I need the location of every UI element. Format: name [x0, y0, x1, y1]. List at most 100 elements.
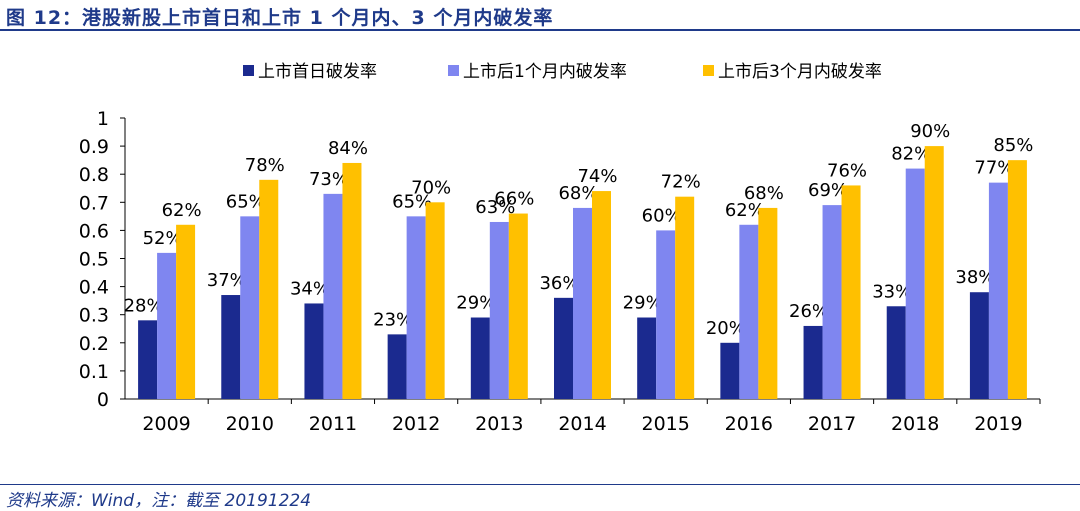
- bar: [323, 193, 343, 399]
- x-tick-label: 2012: [392, 413, 440, 435]
- y-tick-label: 0.9: [79, 136, 109, 158]
- x-tick-label: 2018: [891, 413, 939, 435]
- data-label: 66%: [494, 189, 534, 210]
- bar: [803, 325, 823, 399]
- bar: [822, 205, 842, 399]
- data-label: 65%: [226, 191, 266, 212]
- legend-swatch: [243, 65, 254, 76]
- data-label: 33%: [872, 281, 912, 302]
- data-label: 77%: [974, 158, 1014, 179]
- data-label: 85%: [993, 135, 1033, 156]
- bar: [138, 320, 158, 399]
- x-tick-label: 2019: [974, 413, 1022, 435]
- data-label: 38%: [955, 267, 995, 288]
- y-tick-label: 0.6: [79, 220, 109, 242]
- data-label: 36%: [539, 273, 579, 294]
- bar: [157, 252, 177, 399]
- y-tick-label: 0.1: [79, 361, 109, 383]
- bar: [554, 297, 573, 399]
- data-label: 29%: [456, 293, 496, 314]
- x-tick-label: 2016: [725, 413, 773, 435]
- legend-label: 上市后1个月内破发率: [463, 62, 627, 82]
- data-label: 70%: [411, 177, 451, 198]
- figure-title: 图 12：港股新股上市首日和上市 1 个月内、3 个月内破发率: [6, 7, 554, 29]
- bar: [304, 303, 324, 399]
- bar: [425, 202, 445, 399]
- bar: [489, 221, 509, 399]
- bar: [342, 162, 362, 399]
- bar: [176, 224, 196, 399]
- bar: [905, 168, 925, 399]
- bar-chart: 0 0.1 0.2 0.3 0.4 0.5 0.6 0.7 0.8 0.9 1 2009 28% 52% 6…: [79, 62, 1041, 435]
- legend-label: 上市首日破发率: [258, 62, 377, 82]
- data-label: 78%: [245, 155, 285, 176]
- data-label: 84%: [328, 138, 368, 159]
- bar: [739, 224, 759, 399]
- data-label: 20%: [706, 318, 746, 339]
- y-tick-label: 0.5: [79, 249, 109, 271]
- bar: [988, 182, 1008, 399]
- bar: [259, 179, 279, 399]
- data-label: 29%: [623, 293, 663, 314]
- data-label: 73%: [309, 169, 349, 190]
- bar: [592, 191, 611, 399]
- data-label: 74%: [577, 166, 617, 187]
- data-label: 76%: [827, 160, 867, 181]
- bar: [406, 216, 426, 399]
- bar: [924, 146, 944, 399]
- data-label: 60%: [642, 205, 682, 226]
- bar: [656, 230, 676, 399]
- x-tick-label: 2009: [142, 413, 190, 435]
- bar: [387, 334, 407, 399]
- data-label: 65%: [392, 191, 432, 212]
- bar: [573, 207, 592, 399]
- data-label: 37%: [207, 270, 247, 291]
- x-tick-label: 2015: [642, 413, 690, 435]
- data-label: 82%: [891, 144, 931, 165]
- bar: [675, 196, 695, 399]
- bar: [470, 317, 490, 399]
- data-label: 72%: [661, 172, 701, 193]
- y-tick-label: 0.8: [79, 164, 109, 186]
- data-label: 34%: [290, 278, 330, 299]
- data-label: 63%: [475, 197, 515, 218]
- y-tick-label: 0.2: [79, 333, 109, 355]
- y-tick-label: 0.7: [79, 192, 109, 214]
- y-tick-label: 0.4: [79, 277, 109, 299]
- data-label: 62%: [725, 200, 765, 221]
- data-label: 68%: [744, 183, 784, 204]
- bar: [1007, 160, 1027, 399]
- bar: [886, 306, 906, 399]
- data-label: 68%: [558, 183, 598, 204]
- x-tick-label: 2017: [808, 413, 856, 435]
- data-label: 28%: [124, 295, 164, 316]
- x-tick-label: 2014: [558, 413, 606, 435]
- y-tick-label: 1: [97, 108, 109, 130]
- legend-label: 上市后3个月内破发率: [718, 62, 882, 82]
- legend-swatch: [448, 65, 459, 76]
- bar: [508, 213, 528, 399]
- data-label: 26%: [789, 301, 829, 322]
- bar: [841, 185, 861, 399]
- x-tick-label: 2013: [475, 413, 523, 435]
- header-divider: [0, 29, 1080, 31]
- y-tick-label: 0.3: [79, 305, 109, 327]
- data-label: 62%: [162, 200, 202, 221]
- bar: [969, 292, 989, 399]
- x-tick-label: 2011: [309, 413, 357, 435]
- data-label: 90%: [910, 121, 950, 142]
- footer-divider: [0, 484, 1080, 485]
- data-label: 23%: [373, 309, 413, 330]
- figure-header: 图 12：港股新股上市首日和上市 1 个月内、3 个月内破发率: [0, 0, 1080, 31]
- data-label: 69%: [808, 180, 848, 201]
- bar: [637, 317, 657, 399]
- bar: [720, 342, 740, 399]
- bar: [221, 295, 241, 399]
- data-label: 52%: [143, 228, 183, 249]
- bar: [758, 207, 778, 399]
- bar: [240, 216, 260, 399]
- x-tick-label: 2010: [226, 413, 274, 435]
- legend-swatch: [703, 65, 714, 76]
- source-note: 资料来源：Wind，注：截至 20191224: [6, 491, 312, 511]
- y-tick-label: 0: [97, 389, 109, 411]
